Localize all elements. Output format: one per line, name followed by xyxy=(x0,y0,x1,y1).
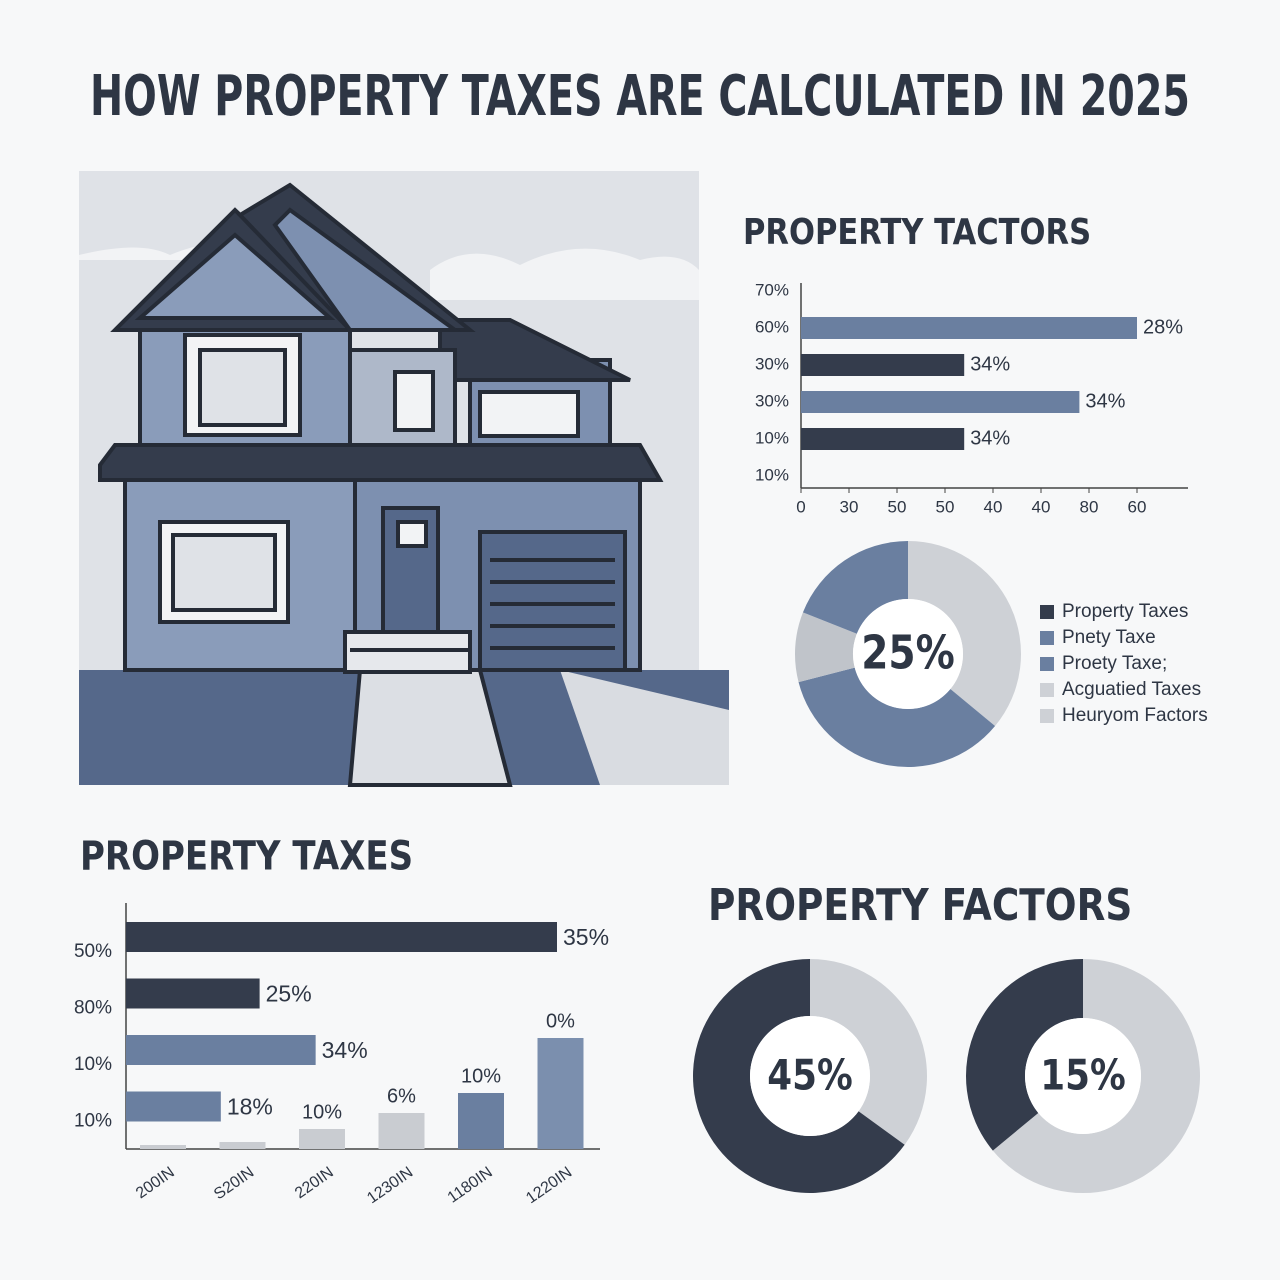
bar-label: 28% xyxy=(1143,316,1183,338)
y-tick-label: 10% xyxy=(74,1111,112,1132)
chart-title: PROPERTY FACTORS xyxy=(708,879,1132,931)
bar xyxy=(126,978,260,1009)
donut-segment xyxy=(795,612,857,683)
center-label: 25% xyxy=(861,626,955,680)
bar xyxy=(458,1093,504,1149)
legend-swatch xyxy=(1040,683,1054,697)
donut-segment xyxy=(802,540,908,634)
chart-title: PROPERTY TAXES xyxy=(80,833,413,879)
bar xyxy=(126,922,557,952)
bar-label: 10% xyxy=(461,1065,501,1087)
bar xyxy=(299,1129,345,1149)
bar xyxy=(219,1142,266,1149)
legend-label: Heuryom Factors xyxy=(1062,705,1208,726)
bar xyxy=(801,428,965,450)
x-tick-label: 50 xyxy=(888,497,907,516)
page-title: HOW PROPERTY TAXES ARE CALCULATED IN 202… xyxy=(90,64,1190,129)
legend-swatch xyxy=(1040,657,1054,671)
y-tick-label: 50% xyxy=(74,941,112,962)
x-tick-label: 60 xyxy=(1128,497,1147,516)
donut-segment xyxy=(810,959,927,1145)
x-tick-label: 40 xyxy=(984,497,1003,516)
y-tick-label: 70% xyxy=(755,280,789,299)
x-tick-label: 50 xyxy=(936,497,955,516)
bar-label: 6% xyxy=(387,1085,416,1107)
bar-label: 34% xyxy=(1085,390,1125,412)
y-tick-label: 80% xyxy=(74,998,112,1019)
donut-segment xyxy=(693,959,905,1194)
bar xyxy=(126,1035,316,1065)
x-tick-label: 1230IN xyxy=(364,1164,416,1208)
y-tick-label: 10% xyxy=(74,1054,112,1075)
donut-hole xyxy=(750,1016,870,1136)
bar xyxy=(126,1091,221,1122)
y-tick-label: 60% xyxy=(755,317,789,336)
x-tick-label: 80 xyxy=(1080,497,1099,516)
x-tick-label: 40 xyxy=(1032,497,1051,516)
legend-label: Proety Taxe; xyxy=(1062,653,1167,674)
legend-swatch xyxy=(1040,709,1054,723)
bar-label: 34% xyxy=(322,1037,368,1063)
bar-label: 34% xyxy=(970,353,1010,375)
x-tick-label: 220IN xyxy=(292,1164,337,1202)
bar xyxy=(537,1038,584,1149)
x-tick-label: 30 xyxy=(840,497,859,516)
y-tick-label: 10% xyxy=(755,428,789,447)
legend-label: Property Taxes xyxy=(1062,601,1188,622)
legend-label: Acguatied Taxes xyxy=(1062,679,1201,700)
donut-hole xyxy=(853,599,963,709)
donut-hole xyxy=(1025,1018,1141,1134)
y-tick-label: 30% xyxy=(755,391,789,410)
y-tick-label: 10% xyxy=(755,465,789,484)
x-tick-label: 1220IN xyxy=(523,1164,575,1208)
bar xyxy=(801,354,965,376)
legend-label: Pnety Taxe xyxy=(1062,627,1156,648)
center-label: 15% xyxy=(1040,1052,1125,1100)
y-tick-label: 30% xyxy=(755,354,789,373)
house-illustration xyxy=(79,171,729,787)
legend-swatch xyxy=(1040,605,1054,619)
bar-label: 35% xyxy=(563,924,609,950)
bar xyxy=(140,1145,186,1149)
donut-segment xyxy=(908,541,1021,727)
bar-label: 10% xyxy=(302,1101,342,1123)
bar xyxy=(801,317,1137,339)
bar-label: 0% xyxy=(546,1010,575,1032)
x-tick-label: S20IN xyxy=(211,1164,257,1203)
legend-swatch xyxy=(1040,631,1054,645)
bar-label: 18% xyxy=(227,1094,273,1120)
donut-segment xyxy=(966,958,1083,1151)
bar-label: 34% xyxy=(970,427,1010,449)
chart-title: PROPERTY TACTORS xyxy=(743,211,1091,253)
x-tick-label: 200IN xyxy=(133,1164,178,1202)
x-tick-label: 0 xyxy=(796,497,805,516)
bar-label: 25% xyxy=(266,981,312,1007)
donut-segment xyxy=(798,667,996,767)
center-label: 45% xyxy=(767,1052,852,1100)
donut-segment xyxy=(992,958,1201,1193)
bar xyxy=(378,1113,425,1149)
x-tick-label: 1180IN xyxy=(445,1164,496,1207)
bar xyxy=(801,391,1080,413)
